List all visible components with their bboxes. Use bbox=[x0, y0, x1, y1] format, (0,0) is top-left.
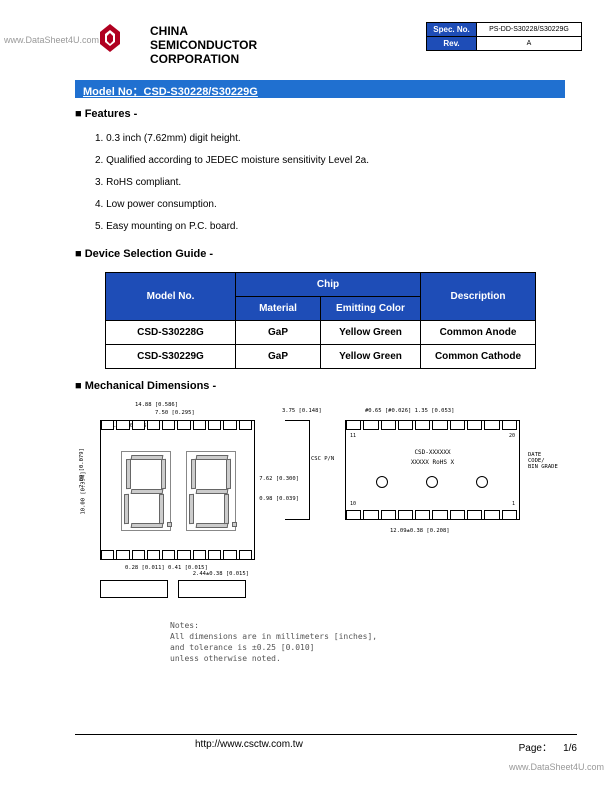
cell-material: GaP bbox=[236, 345, 321, 369]
notes-title: Notes: bbox=[170, 620, 377, 631]
dim-label: 12.09±0.38 [0.208] bbox=[390, 528, 450, 534]
cell-color: Yellow Green bbox=[321, 345, 421, 369]
cell-model: CSD-S30228G bbox=[106, 321, 236, 345]
feature-item: 1. 0.3 inch (7.62mm) digit height. bbox=[95, 128, 369, 150]
back-marking: XXXXX RoHS X bbox=[346, 459, 519, 466]
bottom-outline bbox=[100, 580, 168, 598]
spec-table: Spec. No. PS-DD-S30228/S30229G Rev. A bbox=[426, 22, 582, 51]
back-hole-icon bbox=[426, 476, 438, 488]
package-side-view bbox=[285, 420, 310, 520]
pins-bottom bbox=[100, 550, 253, 560]
company-name: CHINA SEMICONDUCTOR CORPORATION bbox=[150, 24, 257, 66]
notes-line: and tolerance is ±0.25 [0.010] bbox=[170, 642, 377, 653]
notes-line: unless otherwise noted. bbox=[170, 653, 377, 664]
spec-no-value: PS-DD-S30228/S30229G bbox=[477, 23, 582, 37]
dim-label: 14.88 [0.586] bbox=[135, 402, 178, 408]
page-value: 1/6 bbox=[563, 743, 577, 754]
features-list: 1. 0.3 inch (7.62mm) digit height. 2. Qu… bbox=[95, 128, 369, 238]
company-line1: CHINA bbox=[150, 24, 257, 38]
pins-bottom bbox=[345, 510, 518, 520]
back-marking: CSD-XXXXXX bbox=[346, 449, 519, 456]
back-hole-icon bbox=[376, 476, 388, 488]
pins-top bbox=[345, 420, 518, 430]
package-back-view: 11 20 10 1 CSD-XXXXXX XXXXX RoHS X CSC P… bbox=[345, 420, 520, 520]
rev-label: Rev. bbox=[427, 37, 477, 51]
cell-material: GaP bbox=[236, 321, 321, 345]
col-model-header: Model No. bbox=[106, 273, 236, 321]
dim-label: 10.00 [0.394] bbox=[81, 471, 87, 514]
cell-desc: Common Cathode bbox=[421, 345, 536, 369]
pins-top bbox=[100, 420, 253, 430]
pin-label: 10 bbox=[350, 501, 356, 507]
dim-label: 3.75 [0.148] bbox=[282, 408, 322, 414]
package-bottom-view bbox=[100, 580, 255, 600]
cell-desc: Common Anode bbox=[421, 321, 536, 345]
dim-label: 7.50 [0.295] bbox=[155, 410, 195, 416]
feature-item: 5. Easy mounting on P.C. board. bbox=[95, 216, 369, 238]
seven-segment-digit-2 bbox=[186, 451, 236, 531]
dim-label: CSC P/N bbox=[311, 456, 334, 462]
pin-label: 1 bbox=[512, 501, 515, 507]
device-selection-table: Model No. Chip Description Material Emit… bbox=[105, 272, 536, 369]
dim-label: 2.44±0.38 [0.015] bbox=[193, 571, 249, 577]
cell-color: Yellow Green bbox=[321, 321, 421, 345]
device-guide-heading: Device Selection Guide - bbox=[75, 248, 213, 260]
dim-label: DATE CODE/ BIN GRADE bbox=[528, 452, 560, 470]
col-desc-header: Description bbox=[421, 273, 536, 321]
feature-item: 2. Qualified according to JEDEC moisture… bbox=[95, 150, 369, 172]
cell-model: CSD-S30229G bbox=[106, 345, 236, 369]
company-line3: CORPORATION bbox=[150, 52, 257, 66]
page-footer: http://www.csctw.com.tw Page： 1/6 bbox=[75, 734, 577, 754]
pin-label: 11 bbox=[350, 433, 356, 439]
feature-item: 4. Low power consumption. bbox=[95, 194, 369, 216]
col-material-header: Material bbox=[236, 297, 321, 321]
table-row: CSD-S30229G GaP Yellow Green Common Cath… bbox=[106, 345, 536, 369]
pin-label: 20 bbox=[509, 433, 515, 439]
footer-url: http://www.csctw.com.tw bbox=[195, 739, 303, 754]
seven-segment-digit-1 bbox=[121, 451, 171, 531]
features-heading: Features - bbox=[75, 108, 137, 120]
feature-item: 3. RoHS compliant. bbox=[95, 172, 369, 194]
package-front-view: 7.62 [0.300] 0.98 [0.039] 2.44±0.38 [0.0… bbox=[100, 420, 255, 560]
col-chip-header: Chip bbox=[236, 273, 421, 297]
page-label: Page： bbox=[519, 743, 552, 754]
mechanical-diagram: 14.88 [0.586] 7.50 [0.295] 4.22 [0.166] … bbox=[80, 410, 560, 670]
footer-page: Page： 1/6 bbox=[519, 739, 577, 754]
mechanical-heading: Mechanical Dimensions - bbox=[75, 380, 216, 392]
table-row: CSD-S30228G GaP Yellow Green Common Anod… bbox=[106, 321, 536, 345]
page-header: CHINA SEMICONDUCTOR CORPORATION Spec. No… bbox=[70, 22, 582, 82]
dim-label: #0.65 [#0.026] 1.35 [0.053] bbox=[365, 408, 454, 414]
col-color-header: Emitting Color bbox=[321, 297, 421, 321]
bottom-outline bbox=[178, 580, 246, 598]
dimension-notes: Notes: All dimensions are in millimeters… bbox=[170, 620, 377, 664]
company-line2: SEMICONDUCTOR bbox=[150, 38, 257, 52]
company-logo-icon bbox=[90, 22, 130, 62]
watermark-right: www.DataSheet4U.com bbox=[509, 762, 604, 772]
model-number-bar: Model No：CSD-S30228/S30229G bbox=[75, 80, 565, 98]
back-hole-icon bbox=[476, 476, 488, 488]
notes-line: All dimensions are in millimeters [inche… bbox=[170, 631, 377, 642]
rev-value: A bbox=[477, 37, 582, 51]
spec-no-label: Spec. No. bbox=[427, 23, 477, 37]
